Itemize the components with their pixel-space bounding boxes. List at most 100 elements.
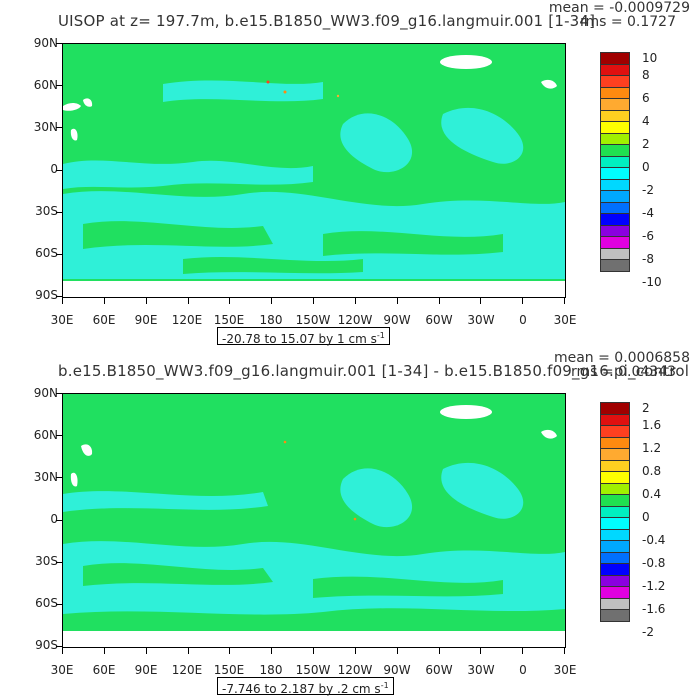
- lon-tick: [354, 298, 356, 304]
- colorbar-label: 0.4: [642, 487, 662, 501]
- lat-tick: [56, 646, 62, 647]
- lon-tick: [187, 298, 189, 304]
- lon-label: 60E: [92, 663, 116, 677]
- colorbar-label: -2: [642, 625, 654, 639]
- lat-tick: [56, 561, 62, 563]
- colorbar-cell: [600, 259, 630, 272]
- lon-tick: [229, 648, 231, 654]
- colorbar-cell: [600, 609, 630, 622]
- colorbar-label: -6: [642, 229, 654, 243]
- lon-tick: [480, 648, 482, 654]
- lon-tick: [313, 298, 314, 304]
- lon-label: 0: [519, 663, 527, 677]
- lon-label: 30E: [50, 663, 74, 677]
- colorbar-label: -0.8: [642, 556, 666, 570]
- lon-tick: [271, 648, 273, 654]
- colorbar-label: 8: [642, 68, 650, 82]
- colorbar-label: 6: [642, 91, 650, 105]
- lat-tick: [56, 43, 62, 44]
- lat-label: 30N: [33, 470, 58, 484]
- lat-label: 30N: [33, 120, 58, 134]
- colorbar-label: -1.2: [642, 579, 666, 593]
- lat-label: 0: [50, 162, 58, 176]
- panel-title: UISOP at z= 197.7m, b.e15.B1850_WW3.f09_…: [58, 12, 596, 30]
- contour-range-text: -7.746 to 2.187 by .2 cm s: [222, 682, 381, 696]
- lon-tick: [480, 298, 482, 304]
- map-plot: [62, 393, 566, 648]
- lon-label: 90W: [383, 663, 411, 677]
- lat-tick: [56, 211, 62, 213]
- map-plot: [62, 43, 566, 298]
- lat-label: 90S: [35, 288, 58, 302]
- colorbar-label: -2: [642, 183, 654, 197]
- lon-tick: [564, 648, 565, 654]
- lon-tick: [564, 298, 565, 304]
- lon-tick: [62, 298, 63, 304]
- bottom-panel: b.e15.B1850_WW3.f09_g16.langmuir.001 [1-…: [0, 350, 700, 700]
- lat-label: 30S: [35, 554, 58, 568]
- lon-label: 60W: [425, 313, 453, 327]
- lon-label: 150W: [295, 313, 331, 327]
- lat-tick: [56, 519, 62, 521]
- rms-value: rms = 0.04343: [571, 364, 676, 380]
- lon-tick: [145, 648, 147, 654]
- lon-label: 30W: [467, 663, 495, 677]
- lat-tick: [56, 435, 62, 437]
- map-field: [63, 44, 565, 297]
- lon-tick: [522, 298, 524, 304]
- panel-title: b.e15.B1850_WW3.f09_g16.langmuir.001 [1-…: [58, 362, 690, 380]
- lat-tick: [56, 296, 62, 297]
- colorbar-label: 0: [642, 510, 650, 524]
- lon-tick: [271, 298, 273, 304]
- lon-label: 60W: [425, 663, 453, 677]
- lon-tick: [396, 648, 398, 654]
- mean-value: mean = -0.0009729: [548, 0, 690, 16]
- lon-tick: [103, 648, 105, 654]
- colorbar-label: -10: [642, 275, 662, 289]
- contour-range-box: -7.746 to 2.187 by .2 cm s-1: [217, 677, 394, 696]
- lat-tick: [56, 393, 62, 394]
- contour-range-unit-exponent: -1: [376, 331, 385, 340]
- lat-label: 0: [50, 512, 58, 526]
- colorbar-label: -1.6: [642, 602, 666, 616]
- lon-label: 30E: [553, 663, 577, 677]
- lat-label: 30S: [35, 204, 58, 218]
- lon-label: 30E: [50, 313, 74, 327]
- colorbar-label: -4: [642, 206, 654, 220]
- colorbar-label: -8: [642, 252, 654, 266]
- lon-tick: [187, 648, 189, 654]
- lat-label: 60S: [35, 246, 58, 260]
- colorbar-label: 2: [642, 137, 650, 151]
- lon-label: 0: [519, 313, 527, 327]
- lat-label: 90S: [35, 638, 58, 652]
- lon-label: 180: [259, 313, 283, 327]
- lon-label: 180: [259, 663, 283, 677]
- mean-value: mean = 0.0006858: [553, 350, 690, 366]
- lon-tick: [229, 298, 231, 304]
- lon-tick: [438, 298, 440, 304]
- lon-label: 120W: [337, 313, 373, 327]
- colorbar-label: 1.2: [642, 441, 662, 455]
- lat-label: 60N: [33, 78, 58, 92]
- lon-label: 90E: [134, 663, 158, 677]
- lon-label: 150E: [213, 663, 245, 677]
- lon-label: 60E: [92, 313, 116, 327]
- lat-tick: [56, 253, 62, 255]
- lon-tick: [62, 648, 63, 654]
- top-panel: UISOP at z= 197.7m, b.e15.B1850_WW3.f09_…: [33, 0, 690, 346]
- lon-label: 90E: [134, 313, 158, 327]
- contour-range-text: -20.78 to 15.07 by 1 cm s: [222, 332, 377, 346]
- lon-tick: [396, 298, 398, 304]
- lat-tick: [56, 85, 62, 87]
- lat-label: 60N: [33, 428, 58, 442]
- lon-label: 120W: [337, 663, 373, 677]
- lat-tick: [56, 603, 62, 605]
- colorbar-label: -0.4: [642, 533, 666, 547]
- colorbar-label: 10: [642, 51, 658, 65]
- lat-label: 60S: [35, 596, 58, 610]
- lon-label: 90W: [383, 313, 411, 327]
- lat-tick: [56, 169, 62, 171]
- contour-range-unit-exponent: -1: [380, 681, 389, 690]
- lon-label: 30W: [467, 313, 495, 327]
- lon-tick: [313, 648, 314, 654]
